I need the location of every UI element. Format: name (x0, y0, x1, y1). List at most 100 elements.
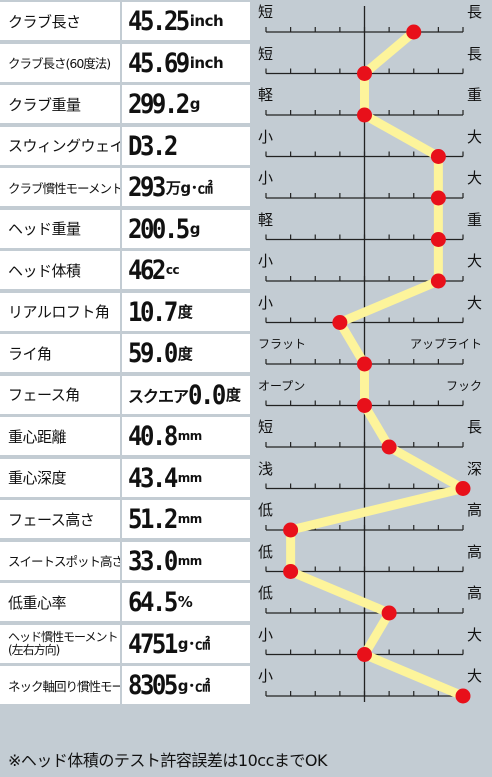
spec-value-number: 45.69 (128, 47, 190, 78)
spec-value-unit: g (189, 95, 201, 113)
spec-value: 4751 g･㎠ (122, 624, 250, 663)
value-marker (406, 24, 422, 40)
spec-label: フェース高さ (0, 500, 120, 538)
value-marker (455, 688, 471, 704)
spec-value: 293 万g･㎠ (122, 168, 250, 206)
value-marker (357, 107, 372, 123)
spec-value: 33.0 mm (122, 541, 250, 580)
scale-left-label: 低 (258, 542, 274, 561)
scale-left-label: 低 (258, 584, 274, 602)
spec-row: 低重心率 64.5% 低 高 (0, 583, 492, 624)
scale-left-label: 低 (258, 501, 274, 519)
spec-value: 40.8 mm (122, 417, 250, 455)
value-marker (455, 481, 471, 496)
scale-right-label: 深 (466, 459, 482, 478)
spec-value-number: 200.5 (128, 213, 190, 244)
value-marker (381, 439, 397, 455)
spec-value-unit: g･㎠ (177, 676, 210, 695)
scale-left-label: フラット (258, 337, 307, 351)
spec-value-number: 299.2 (128, 88, 190, 120)
footer-note: ※ヘッド体積のテスト許容誤差は10ccまでOK (8, 751, 327, 770)
scale-right-label: 大 (466, 127, 482, 146)
spec-row: ヘッド体積 462 cc 小 大 (0, 251, 492, 292)
spec-row: 重心距離 40.8 mm 短 長 (0, 417, 492, 458)
spec-value: 10.7 度 (122, 292, 250, 331)
value-marker (283, 522, 299, 538)
value-marker (430, 273, 446, 289)
spec-value-unit: inch (189, 53, 224, 72)
scale-left-label: 短 (258, 44, 274, 63)
spec-value-unit: 度 (177, 344, 193, 363)
spec-label: スウィングウェイト (0, 126, 120, 165)
value-marker (357, 647, 372, 662)
scale-right-label: 重 (466, 210, 482, 229)
scale-left-label: 浅 (258, 459, 274, 478)
spec-label: フェース角 (0, 375, 120, 414)
value-marker (357, 356, 372, 372)
spec-value-unit: mm (177, 470, 203, 485)
value-marker (357, 66, 372, 81)
value-marker (357, 398, 372, 413)
value-marker (430, 232, 446, 247)
spec-value-unit: g･㎠ (177, 635, 210, 653)
spec-value-unit: 度 (177, 303, 193, 321)
spec-row: フェース角 スクエア 0.0 度オープン フック (0, 375, 492, 417)
spec-value: 45.69 inch (122, 43, 250, 82)
scale-right-label: 長 (466, 3, 482, 21)
scale-left-label: 短 (258, 3, 274, 21)
spec-row: クラブ長さ 45.25 inch 短 長 (0, 2, 492, 43)
spec-row: ヘッド重量 200.5 g 軽重 (0, 209, 492, 251)
scale-right-label: 大 (466, 667, 482, 685)
spec-value-number: 40.8 (128, 420, 178, 452)
value-marker (332, 315, 348, 330)
spec-label: ネック軸回り慣性モーメント (0, 666, 120, 704)
spec-value: 299.2 g (122, 85, 250, 123)
scale-left-label: 軽 (258, 210, 274, 229)
spec-value-number: 51.2 (128, 503, 178, 535)
spec-value-number: 462 (128, 254, 166, 286)
spec-value-number: 45.25 (128, 5, 190, 37)
spec-value-unit: mm (177, 553, 203, 568)
spec-value: 8305 g･㎠ (122, 666, 250, 704)
spec-value: 59.0 度 (122, 334, 250, 372)
spec-label: ヘッド慣性モーメント (左右方向) (0, 624, 120, 663)
spec-value-number: D3.2 (128, 130, 178, 161)
spec-value-number: 59.0 (128, 337, 178, 369)
spec-value-unit: 度 (225, 386, 241, 404)
spec-value-unit: mm (177, 429, 203, 443)
spec-label: スイートスポット高さ (0, 541, 120, 580)
spec-value: 51.2 mm (122, 500, 250, 538)
scale-right-label: 高 (466, 542, 482, 561)
spec-value-unit: mm (177, 512, 203, 526)
scale-left-label: 小 (258, 252, 274, 270)
spec-label: クラブ長さ (0, 2, 120, 40)
spec-row: フェース高さ 51.2 mm 低 高 (0, 500, 492, 541)
spec-label: 低重心率 (0, 583, 120, 621)
scale-left-label: 小 (258, 169, 274, 187)
spec-label: ヘッド重量 (0, 209, 120, 248)
spec-row: スウィングウェイト D3.2 小 大 (0, 126, 492, 168)
spec-value-number: 33.0 (128, 545, 178, 576)
scale-right-label: アップライト (409, 337, 482, 351)
spec-value-unit: g (189, 219, 201, 238)
spec-value-unit: 万g･㎠ (165, 178, 213, 197)
spec-label: 重心距離 (0, 417, 120, 455)
scale-right-label: 長 (466, 418, 482, 436)
spec-value: 43.4 mm (122, 458, 250, 497)
scale-right-label: 高 (466, 501, 482, 519)
value-marker (381, 605, 397, 621)
scale-right-label: 重 (466, 86, 482, 104)
spec-value-unit: % (177, 593, 193, 611)
scale-right-label: 大 (466, 293, 482, 312)
spec-value-number: 4751 (128, 628, 178, 659)
spec-row: クラブ重量 299.2 g 軽 重 (0, 85, 492, 126)
value-marker (430, 190, 446, 206)
spec-value-number: 10.7 (128, 296, 178, 327)
spec-value: 200.5 g (122, 209, 250, 248)
spec-label: クラブ重量 (0, 85, 120, 123)
spec-value-number: 64.5 (128, 586, 178, 618)
spec-value-number: 43.4 (128, 462, 178, 493)
